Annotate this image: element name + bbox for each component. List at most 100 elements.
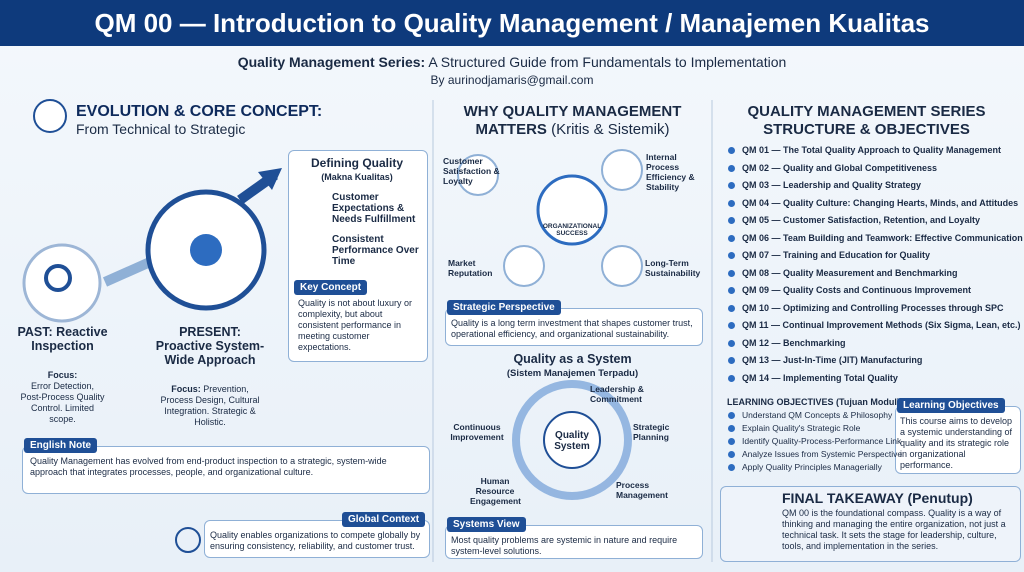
series-item: QM 06 — Team Building and Teamwork: Effe… xyxy=(742,232,1023,243)
tag: English Note xyxy=(24,438,98,453)
section-subheading: (Kritis & Sistemik) xyxy=(551,121,670,138)
author: By aurinodjamaris@gmail.com xyxy=(430,73,594,87)
focus-label: Focus: xyxy=(47,370,78,380)
tag: Key Concept xyxy=(294,280,368,295)
system-title: Quality as a System xyxy=(513,352,632,366)
node-icon xyxy=(601,245,643,287)
system-node: Continuous Improvement xyxy=(450,422,504,442)
section-icon xyxy=(33,99,67,133)
english-note: Quality Management has evolved from end-… xyxy=(30,456,387,477)
bullet-icon xyxy=(728,438,735,445)
series-item: QM 08 — Quality Measurement and Benchmar… xyxy=(742,267,958,278)
defining-item: Consistent Performance Over Time xyxy=(332,234,419,267)
bullet-icon xyxy=(728,287,735,294)
title: QM 00 — Introduction to Quality Manageme… xyxy=(94,8,930,38)
final-box xyxy=(720,486,1021,562)
series-item: QM 04 — Quality Culture: Changing Hearts… xyxy=(742,197,1019,208)
title-bar xyxy=(0,0,1024,46)
defining-box xyxy=(288,150,428,362)
section-subheading: From Technical to Strategic xyxy=(76,121,246,137)
bullet-icon xyxy=(728,322,735,329)
arrow-head xyxy=(258,168,282,190)
bullet-icon xyxy=(728,252,735,259)
series-item: QM 07 — Training and Education for Quali… xyxy=(742,250,931,260)
series-item: QM 10 — Optimizing and Controlling Proce… xyxy=(742,302,1004,313)
note-box xyxy=(22,446,430,494)
bullet-icon xyxy=(728,147,735,154)
bullet-icon xyxy=(728,234,735,242)
present-title: PRESENT: Proactive System-Wide Approach xyxy=(155,325,265,367)
tag: Strategic Perspective xyxy=(447,300,561,315)
system-node: Leadership & Commitment xyxy=(590,384,644,404)
system-node: Strategic Planning xyxy=(633,422,670,442)
tag: Systems View xyxy=(447,517,526,532)
defining-title: Defining Quality xyxy=(310,156,403,170)
series-item: QM 14 — Implementing Total Quality xyxy=(742,372,898,383)
bullet-icon xyxy=(728,217,735,224)
bullet-icon xyxy=(728,357,735,364)
node-label: Long-Term Sustainability xyxy=(645,258,701,278)
success-hub xyxy=(536,174,608,246)
bullet-icon xyxy=(728,412,735,419)
final-title: FINAL TAKEAWAY (Penutup) xyxy=(782,490,973,506)
node-label: Customer Satisfaction & Loyalty xyxy=(443,156,500,186)
objective-item: Understand QM Concepts & Philosophy xyxy=(742,410,893,420)
bullet-icon xyxy=(728,451,735,458)
objective-item: Identify Quality-Process-Performance Lin… xyxy=(742,436,902,446)
series-item: QM 13 — Just-In-Time (JIT) Manufacturing xyxy=(742,355,923,365)
system-node: Human Resource Engagement xyxy=(470,476,522,506)
series-item: QM 05 — Customer Satisfaction, Retention… xyxy=(742,215,981,225)
tag: Global Context xyxy=(342,512,426,527)
section-heading: QUALITY MANAGEMENT SERIES xyxy=(747,103,986,120)
series-item: QM 01 — The Total Quality Approach to Qu… xyxy=(742,145,1002,155)
bullet-icon xyxy=(728,164,735,172)
section-heading: EVOLUTION & CORE CONCEPT: xyxy=(76,103,323,120)
past-title: PAST: Reactive Inspection xyxy=(17,325,108,353)
section-heading: MATTERS xyxy=(475,121,547,138)
objective-item: Explain Quality's Strategic Role xyxy=(742,423,861,433)
bullet-icon xyxy=(728,339,735,347)
series-item: QM 09 — Quality Costs and Continuous Imp… xyxy=(742,285,972,295)
bullet-icon xyxy=(728,182,735,189)
objectives-text: This course aims to develop a systemic u… xyxy=(900,416,1013,470)
system-ring xyxy=(512,380,632,500)
final-text: QM 00 is the foundational compass. Quali… xyxy=(782,508,1006,551)
node-icon xyxy=(457,154,499,196)
node-icon xyxy=(601,149,643,191)
arrow xyxy=(102,257,153,287)
bullet-icon xyxy=(728,199,735,207)
hub-label: ORGANIZATIONAL SUCCESS xyxy=(542,223,602,237)
bullet-icon xyxy=(728,304,735,312)
objectives-box xyxy=(895,406,1021,474)
objective-item: Analyze Issues from Systemic Perspective xyxy=(742,449,903,459)
system-subtitle: (Sistem Manajemen Terpadu) xyxy=(506,368,639,379)
node-label: Internal Process Efficiency & Stability xyxy=(646,152,695,192)
section-heading: STRUCTURE & OBJECTIVES xyxy=(763,121,970,138)
bullet-icon xyxy=(728,374,735,382)
bullet-icon xyxy=(728,425,735,432)
series-item: QM 11 — Continual Improvement Methods (S… xyxy=(742,320,1021,330)
systems-text: Most quality problems are systemic in na… xyxy=(451,535,678,556)
focus-label: Focus: xyxy=(171,384,201,394)
system-hub-label: Quality System xyxy=(554,430,590,452)
objective-item: Apply Quality Principles Managerially xyxy=(742,462,882,472)
present-focus: Prevention, Process Design, Cultural Int… xyxy=(160,384,260,427)
magnifier xyxy=(44,264,72,292)
subtitle-bold: Quality Management Series: xyxy=(237,54,426,70)
series-item: QM 03 — Leadership and Quality Strategy xyxy=(742,180,922,190)
series-item: QM 12 — Benchmarking xyxy=(742,337,846,348)
section-heading: WHY QUALITY MANAGEMENT xyxy=(463,103,682,120)
node-label: Market Reputation xyxy=(448,258,493,278)
tag: Learning Objectives xyxy=(897,398,1005,413)
key-concept: Quality is not about luxury or complexit… xyxy=(298,298,413,352)
bullet-icon xyxy=(728,269,735,277)
node-icon xyxy=(503,245,545,287)
past-focus: Error Detection, Post-Process Quality Co… xyxy=(20,381,105,424)
global-context: Quality enables organizations to compete… xyxy=(210,530,421,551)
objectives-title: LEARNING OBJECTIVES (Tujuan Modul) xyxy=(727,397,900,407)
past-icon xyxy=(22,243,102,323)
globe-icon xyxy=(175,527,201,553)
